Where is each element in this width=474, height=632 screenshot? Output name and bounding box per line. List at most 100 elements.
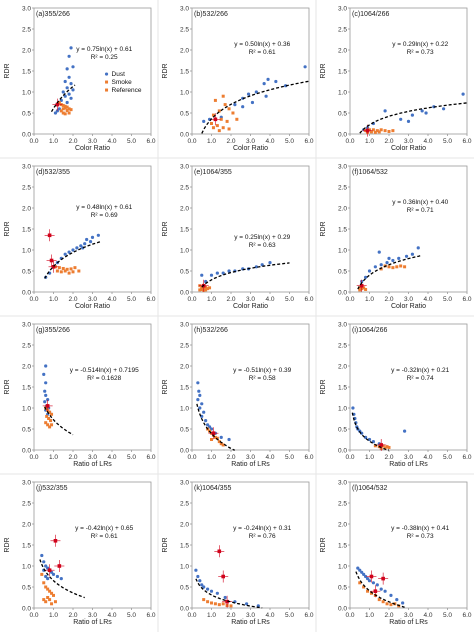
y-tick-label: 1.0 (338, 563, 347, 570)
y-tick-label: 2.0 (338, 47, 347, 54)
point-smoke (63, 112, 67, 116)
x-tick-label: 4.0 (107, 138, 116, 145)
y-tick-label: 2.5 (22, 342, 31, 349)
y-tick-label: 1.0 (338, 247, 347, 254)
y-tick-label: 2.5 (180, 342, 189, 349)
y-axis-label: RDR (4, 63, 11, 78)
point-reference (221, 574, 225, 579)
fit-equation: y = -0.24ln(x) + 0.31 (233, 525, 292, 532)
point-dust (67, 54, 71, 58)
fit-r2: R² = 0.25 (91, 54, 118, 61)
point-reference (369, 574, 374, 579)
y-tick-label: 0.5 (22, 584, 31, 591)
y-tick-label: 0.5 (338, 584, 347, 591)
point-dust (196, 574, 200, 579)
x-tick-label: 4.0 (423, 138, 432, 145)
fit-r2: R² = 0.73 (407, 49, 434, 56)
point-reference (359, 283, 364, 288)
y-tick-label: 1.0 (22, 405, 31, 412)
point-smoke (362, 286, 366, 290)
x-tick-label: 3.0 (404, 138, 413, 145)
point-reference (213, 117, 218, 122)
y-tick-label: 1.0 (338, 89, 347, 96)
panel-k: 0.0 1.0 2.0 3.0 4.0 5.0 6.0 0.0 0.5 1.0 1.5 2.0 2.5 3… (162, 479, 314, 626)
point-reference (379, 443, 383, 447)
x-tick-label: 2.0 (384, 612, 393, 619)
point-smoke (50, 591, 54, 595)
legend-label: Dust (112, 71, 126, 78)
panel-i: 0.0 1.0 2.0 3.0 4.0 5.0 6.0 0.0 0.5 1.0 1.5 2.0 2.5 3… (320, 321, 472, 468)
y-tick-label: 0.5 (22, 110, 31, 117)
fit-r2: R² = 0.73 (407, 533, 434, 540)
point-dust (373, 265, 377, 269)
panel-label: (l)1064/532 (352, 485, 388, 492)
point-smoke (235, 117, 239, 121)
point-dust (379, 587, 383, 591)
point-dust (227, 269, 231, 273)
x-tick-label: 2.0 (384, 296, 393, 303)
point-dust (209, 273, 214, 277)
y-tick-label: 2.5 (22, 26, 31, 33)
point-reference (373, 589, 378, 593)
x-tick-label: 1.0 (49, 612, 58, 619)
x-tick-label: 6.0 (462, 138, 471, 145)
point-smoke (383, 446, 387, 450)
point-dust (61, 90, 65, 94)
legend-marker-reference (105, 88, 109, 92)
point-dust (67, 75, 71, 79)
x-tick-label: 6.0 (304, 454, 313, 461)
x-tick-label: 4.0 (423, 454, 432, 461)
y-tick-label: 0.0 (338, 447, 347, 454)
point-smoke (206, 287, 210, 291)
y-tick-label: 0.0 (180, 605, 189, 612)
y-tick-label: 3.0 (180, 163, 189, 170)
point-smoke (377, 598, 381, 602)
point-dust (219, 435, 223, 439)
point-smoke (52, 593, 55, 597)
point-smoke (387, 265, 391, 269)
point-dust (65, 67, 69, 71)
plot-frame (349, 165, 468, 293)
point-dust (51, 572, 56, 577)
point-smoke (65, 108, 69, 112)
panel-d: 0.0 1.0 2.0 3.0 4.0 5.0 6.0 0.0 0.5 1.0 1.5 2.0 2.5 3… (4, 163, 156, 310)
point-dust (385, 261, 389, 265)
y-tick-label: 2.5 (338, 26, 347, 33)
plot-frame (33, 481, 152, 609)
point-smoke (57, 266, 61, 270)
x-tick-label: 1.0 (49, 138, 58, 145)
y-tick-label: 1.5 (180, 384, 189, 391)
point-dust (204, 419, 208, 423)
y-axis-label: RDR (162, 379, 169, 394)
point-smoke (198, 288, 202, 292)
point-smoke (381, 600, 385, 604)
point-smoke (391, 266, 395, 270)
point-smoke (50, 412, 54, 416)
fit-equation: y = -0.51ln(x) + 0.39 (233, 367, 292, 374)
x-tick-label: 6.0 (304, 296, 313, 303)
x-tick-label: 4.0 (265, 138, 274, 145)
point-reference (225, 599, 229, 604)
y-tick-label: 1.5 (338, 384, 347, 391)
y-tick-label: 0.0 (180, 131, 189, 138)
point-dust (71, 248, 75, 252)
x-tick-label: 5.0 (285, 138, 294, 145)
point-smoke (44, 585, 48, 589)
point-smoke (45, 414, 49, 418)
point-dust (198, 393, 202, 397)
point-smoke (221, 94, 225, 98)
point-dust (360, 570, 364, 574)
point-dust (71, 88, 75, 92)
point-dust (79, 244, 83, 248)
panel-label: (f)1064/532 (352, 169, 388, 176)
x-tick-label: 5.0 (285, 454, 294, 461)
point-smoke (403, 265, 407, 269)
point-dust (406, 119, 411, 123)
point-dust (420, 109, 424, 113)
x-tick-label: 3.0 (88, 612, 97, 619)
point-smoke (217, 603, 221, 607)
y-tick-label: 0.0 (338, 605, 347, 612)
point-dust (206, 587, 210, 591)
point-smoke (387, 129, 391, 133)
point-dust (198, 406, 202, 410)
